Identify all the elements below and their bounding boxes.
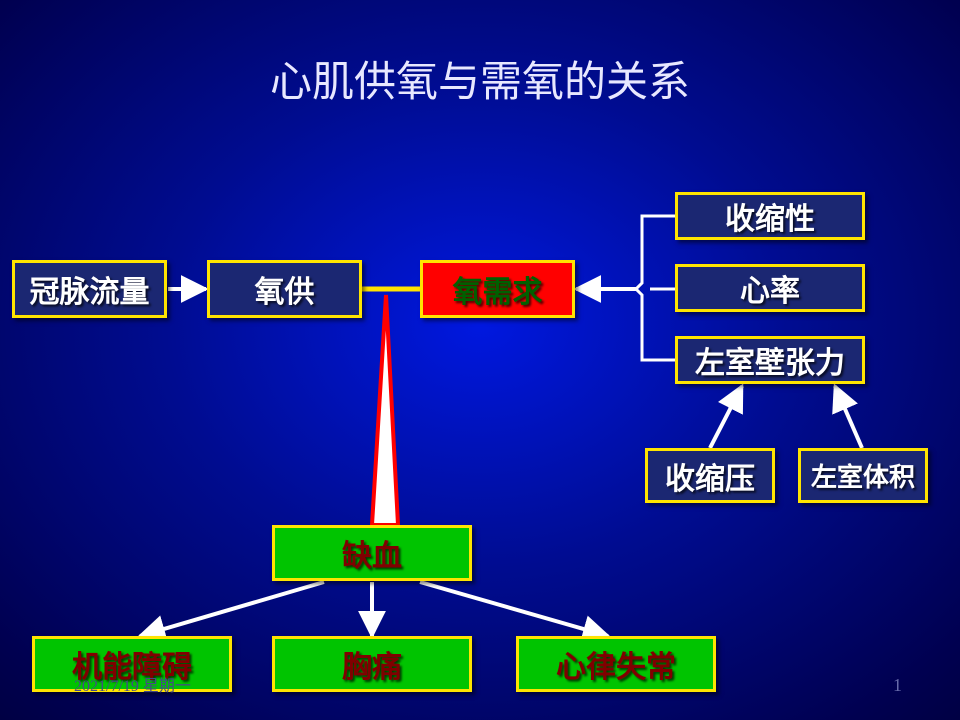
node-contractility: 收缩性 xyxy=(675,192,865,240)
node-coronary-flow: 冠脉流量 xyxy=(12,260,167,318)
node-lv-wall-tension: 左室壁张力 xyxy=(675,336,865,384)
node-ischemia: 缺血 xyxy=(272,525,472,581)
node-o2-supply: 氧供 xyxy=(207,260,362,318)
footer-page-number: 1 xyxy=(893,675,902,696)
slide-title: 心肌供氧与需氧的关系 xyxy=(0,48,960,109)
node-systolic-bp: 收缩压 xyxy=(645,448,775,503)
node-arrhythmia: 心律失常 xyxy=(516,636,716,692)
node-lv-volume: 左室体积 xyxy=(798,448,928,503)
node-chest-pain: 胸痛 xyxy=(272,636,472,692)
node-o2-demand: 氧需求 xyxy=(420,260,575,318)
footer-date: 2021/7/19 星期一 xyxy=(74,672,191,696)
node-heart-rate: 心率 xyxy=(675,264,865,312)
